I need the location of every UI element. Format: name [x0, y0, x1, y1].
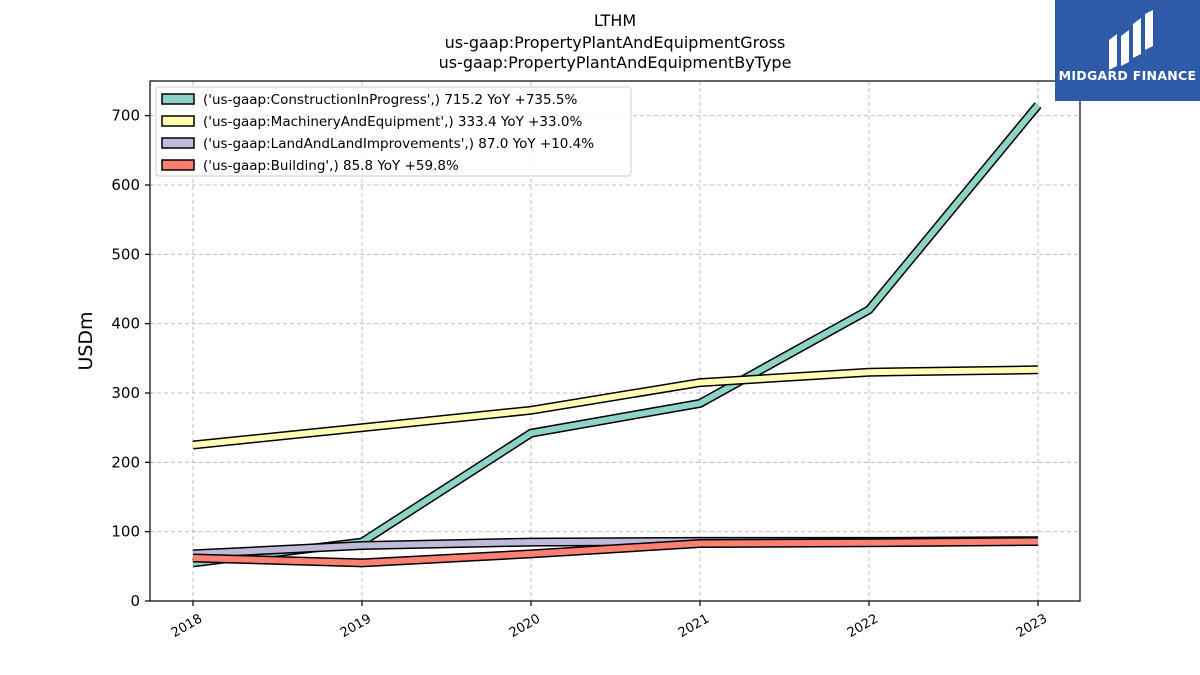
- chart-title-line-2: us-gaap:PropertyPlantAndEquipmentGross: [445, 33, 786, 52]
- legend-entry-label: ('us-gaap:Building',) 85.8 YoY +59.8%: [203, 158, 459, 174]
- x-tick-label: 2022: [845, 611, 881, 641]
- x-tick-label: 2021: [676, 611, 712, 641]
- x-tick-label: 2023: [1014, 611, 1050, 641]
- logo-text: MIDGARD FINANCE: [1058, 68, 1197, 83]
- legend-swatch: [161, 115, 195, 127]
- y-axis-label: USDm: [75, 311, 97, 370]
- midgard-logo-mark-icon: [1109, 10, 1153, 70]
- y-tick-label: 400: [111, 315, 140, 333]
- chart-title-line-1: LTHM: [594, 11, 636, 30]
- legend-swatch: [161, 93, 195, 105]
- y-tick-label: 200: [111, 453, 140, 471]
- y-tick-label: 600: [111, 176, 140, 194]
- midgard-finance-logo: MIDGARD FINANCE: [1055, 0, 1200, 101]
- y-tick-label: 100: [111, 523, 140, 541]
- plot-frame: [149, 80, 1081, 602]
- y-tick-label: 700: [111, 107, 140, 125]
- legend: ('us-gaap:ConstructionInProgress',) 715.…: [155, 86, 632, 177]
- series-layer: [192, 102, 1042, 568]
- y-tick-label: 500: [111, 245, 140, 263]
- y-tick-label: 300: [111, 384, 140, 402]
- series-line: [192, 366, 1039, 448]
- legend-swatch: [161, 137, 195, 149]
- x-tick-label: 2020: [507, 611, 543, 641]
- x-tick-label: 2018: [169, 611, 205, 641]
- x-tick-label: 2019: [338, 611, 374, 641]
- legend-entry-label: ('us-gaap:MachineryAndEquipment',) 333.4…: [203, 114, 582, 130]
- legend-entry-label: ('us-gaap:ConstructionInProgress',) 715.…: [203, 92, 577, 108]
- series-line: [192, 538, 1039, 566]
- legend-swatch: [161, 159, 195, 171]
- x-axis-ticks: 2018 2019 2020 2021 2022 2023: [169, 601, 1050, 641]
- chart-title-line-3: us-gaap:PropertyPlantAndEquipmentByType: [439, 53, 792, 72]
- y-axis-ticks: 0 100 200 300 400 500 600 700: [111, 107, 150, 610]
- legend-entry-label: ('us-gaap:LandAndLandImprovements',) 87.…: [203, 136, 594, 152]
- y-tick-label: 0: [130, 592, 140, 610]
- legend-frame: [155, 86, 632, 177]
